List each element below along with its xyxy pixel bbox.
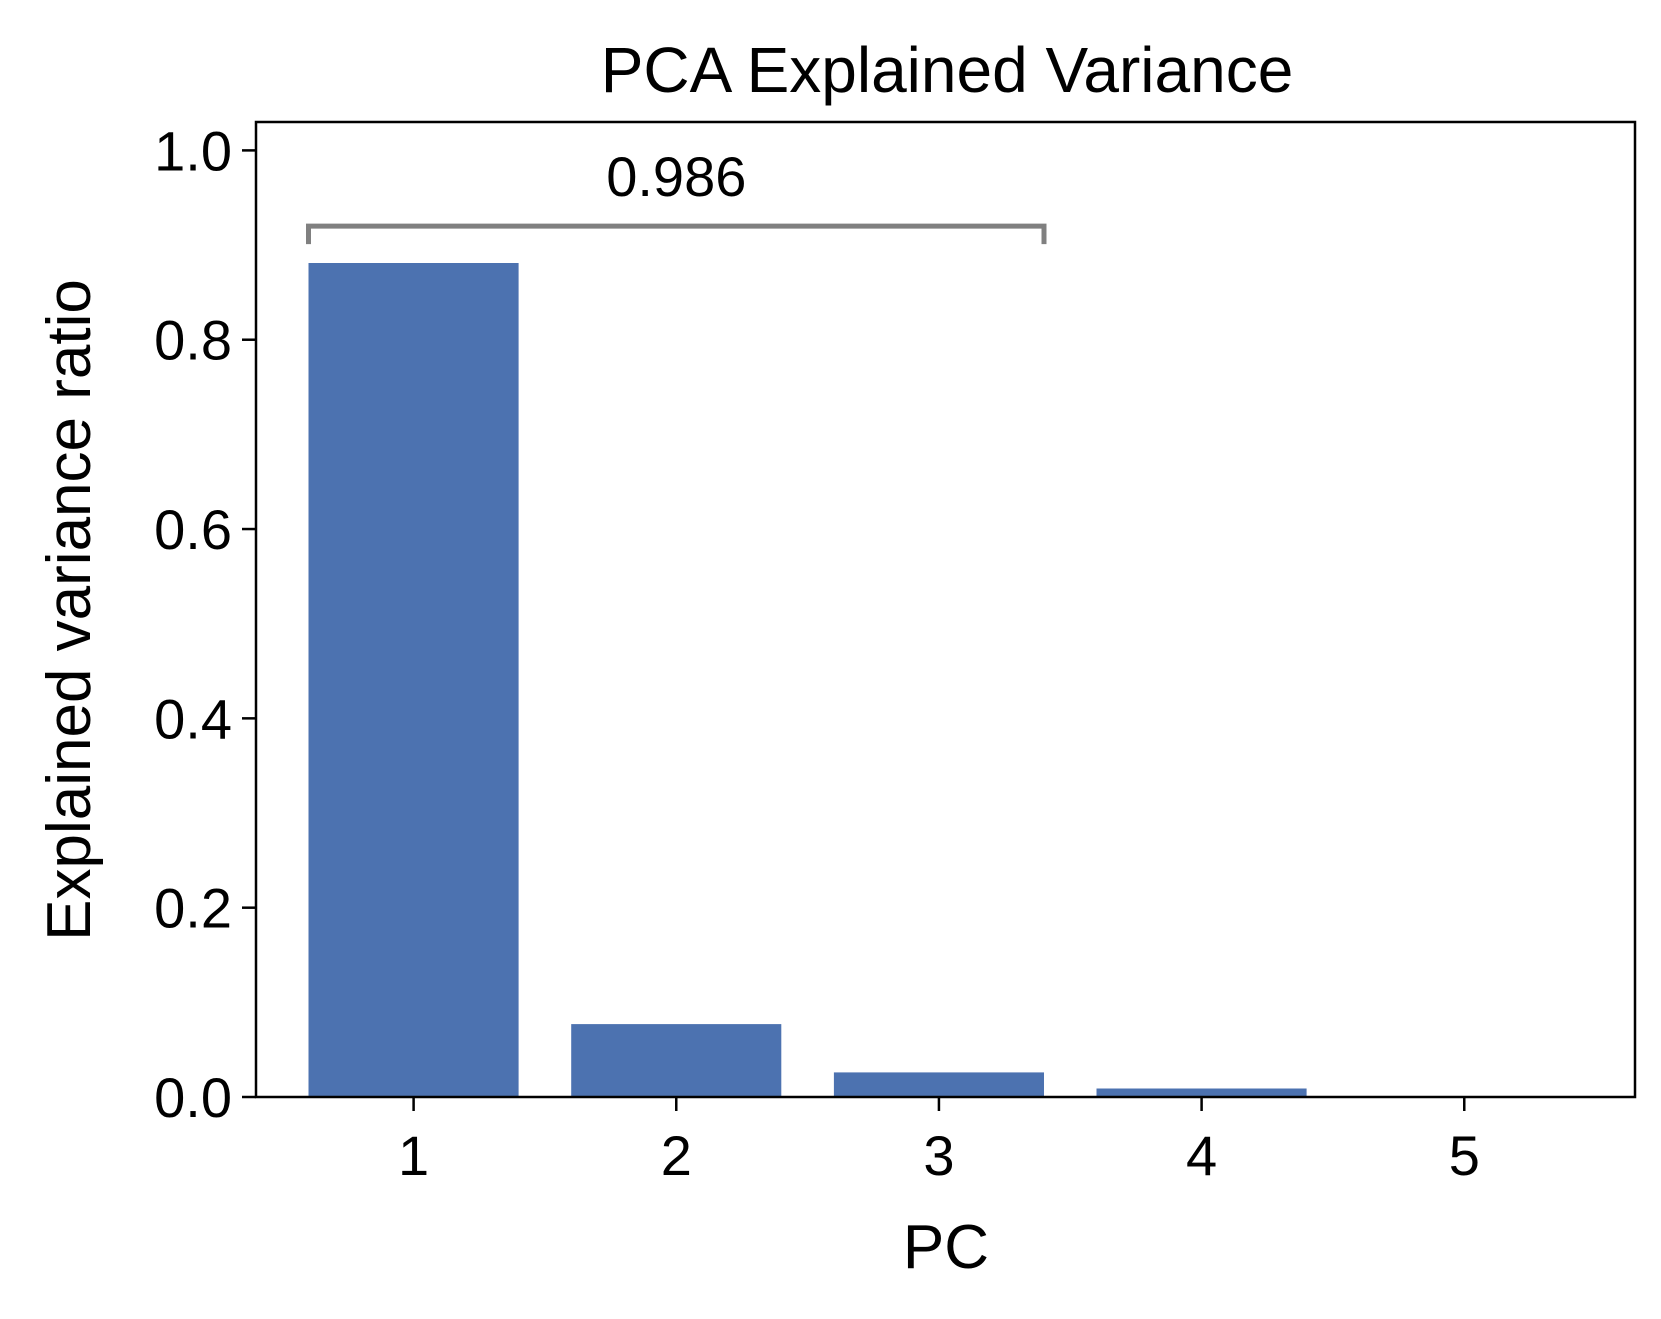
x-tick-label: 2 (661, 1124, 692, 1187)
bracket-line (306, 223, 1047, 245)
bar-pc-4 (1096, 1088, 1307, 1097)
x-tick-label: 4 (1186, 1124, 1217, 1187)
chart-title: PCA Explained Variance (601, 34, 1294, 106)
y-tick-label: 0.4 (154, 687, 232, 750)
bar-pc-3 (833, 1072, 1044, 1097)
y-axis-title: Explained variance ratio (35, 279, 104, 941)
bracket-label: 0.986 (606, 145, 746, 208)
bar-pc-1 (308, 263, 519, 1097)
y-tick-label: 0.0 (154, 1066, 232, 1129)
bars (308, 263, 1570, 1097)
y-tick-label: 0.6 (154, 498, 232, 561)
bar-pc-2 (571, 1024, 782, 1097)
x-axis-title: PC (903, 1213, 989, 1282)
plot-frame (254, 120, 1637, 1099)
x-tick-label: 1 (398, 1124, 429, 1187)
x-tick-label: 5 (1449, 1124, 1480, 1187)
x-axis: 1 2 3 4 5 (398, 1097, 1480, 1187)
y-axis: 0.0 0.2 0.4 0.6 0.8 1.0 (154, 119, 256, 1129)
x-tick-label: 3 (923, 1124, 954, 1187)
y-tick-label: 0.2 (154, 877, 232, 940)
bracket-annotation: 0.986 (306, 145, 1047, 245)
y-tick-label: 0.8 (154, 309, 232, 372)
y-tick-label: 1.0 (154, 119, 232, 182)
